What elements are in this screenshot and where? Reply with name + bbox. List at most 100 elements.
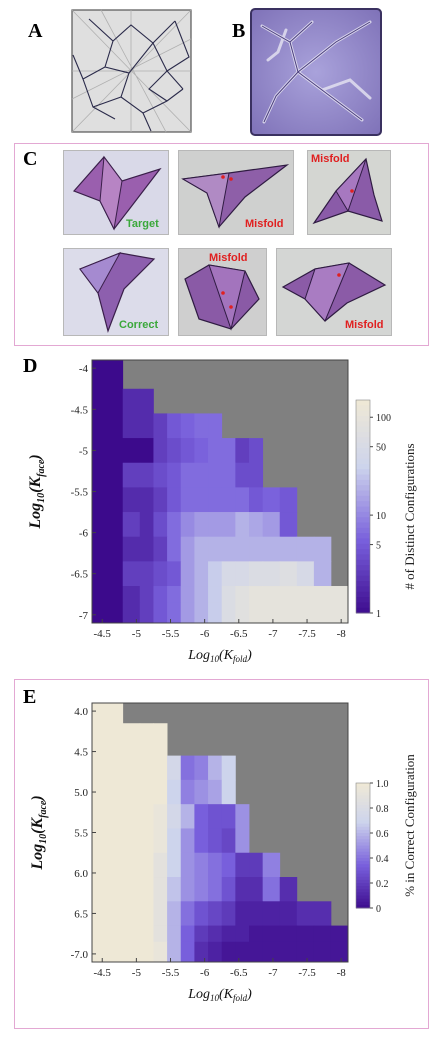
heatmap-cell — [235, 941, 250, 963]
heatmap-cell — [296, 925, 315, 943]
heatmap-cell — [122, 723, 141, 757]
heatmap-cell — [92, 703, 124, 724]
colorbar-segment — [356, 826, 370, 831]
colorbar-segment — [356, 543, 370, 550]
colorbar-tick-label: 1.0 — [376, 779, 389, 790]
heatmap-cell — [249, 602, 264, 624]
heatmap-cell — [92, 602, 124, 624]
heatmap-cell — [235, 536, 250, 562]
colorbar-segment — [356, 511, 370, 518]
heatmap-cell — [296, 901, 315, 926]
heatmap-cell — [235, 804, 250, 829]
heatmap-cell — [180, 512, 195, 538]
heatmap-cell — [122, 877, 141, 902]
colorbar-tick-label: 1 — [376, 609, 381, 620]
colorbar-segment — [356, 591, 370, 598]
heatmap-cell — [249, 941, 264, 963]
heatmap-distinct-configurations: -4.5 -5 -5.5 -6 -6.5 -7 -7.5 -8 -4 -4.5 -5 -5.5 -6 -6… — [27, 359, 417, 664]
panel-e-box — [14, 679, 429, 1029]
heatmap-cell — [139, 462, 154, 488]
heatmap-cell — [92, 779, 124, 805]
heatmap-cell — [235, 512, 250, 538]
colorbar-segment — [356, 554, 370, 561]
heatmap-cell — [139, 804, 154, 829]
heatmap-cell — [221, 852, 236, 878]
heatmap-cell — [208, 561, 223, 587]
heatmap-cell — [92, 852, 124, 878]
heatmap-cell — [153, 779, 168, 805]
heatmap-cell — [249, 877, 264, 902]
heatmap-cell — [139, 779, 154, 805]
heatmap-cell — [313, 586, 332, 603]
panel-label-a: A — [28, 20, 43, 42]
colorbar-segment — [356, 870, 370, 875]
heatmap-cell — [153, 901, 168, 926]
heatmap-cell — [221, 512, 236, 538]
heatmap-cell — [194, 602, 209, 624]
colorbar-segment — [356, 506, 370, 513]
heatmap-cell — [313, 536, 332, 562]
photo-caption: Correct — [119, 319, 159, 331]
colorbar-label: # of Distinct Configurations — [402, 443, 417, 589]
colorbar-segment — [356, 581, 370, 587]
colorbar-segment — [356, 602, 370, 609]
colorbar-segment — [356, 453, 370, 460]
x-tick-label: -7.5 — [298, 628, 316, 640]
colorbar-segment — [356, 889, 370, 893]
x-tick-label: -5 — [132, 967, 142, 979]
fold-photo-misfold-4: Misfold — [276, 248, 392, 336]
y-tick-label: 4.0 — [74, 706, 88, 718]
heatmap-cell — [153, 755, 168, 781]
heatmap-cell — [167, 487, 182, 513]
heatmap-cell — [221, 925, 236, 943]
heatmap-cell — [249, 852, 264, 878]
heatmap-cell — [208, 536, 223, 562]
heatmap-cell — [279, 487, 298, 513]
heatmap-cell — [194, 536, 209, 562]
colorbar-segment — [356, 549, 370, 555]
x-tick-label: -5.5 — [162, 628, 180, 640]
heatmap-cell — [262, 536, 281, 562]
colorbar-tick-label: 100 — [376, 413, 391, 424]
heatmap-cell — [153, 536, 168, 562]
heatmap-cell — [208, 755, 223, 781]
heatmap-cell — [221, 779, 236, 805]
x-tick-label: -4.5 — [94, 628, 112, 640]
y-tick-label: -7 — [79, 610, 89, 622]
heatmap-cell — [235, 901, 250, 926]
heatmap-cell — [92, 413, 124, 439]
heatmap-cell — [208, 413, 223, 439]
heatmap-cell — [122, 536, 141, 562]
colorbar-segment — [356, 447, 370, 454]
heatmap-cell — [139, 602, 154, 624]
colorbar-segment — [356, 490, 370, 497]
heatmap-cell — [194, 901, 209, 926]
heatmap-cell — [208, 462, 223, 488]
fold-photo-misfold-1: Misfold — [178, 150, 294, 235]
heatmap-cell — [235, 828, 250, 854]
colorbar-tick-label: 0.8 — [376, 804, 389, 815]
heatmap-cell — [249, 586, 264, 603]
photo-caption: Misfold — [245, 218, 284, 230]
heatmap-cell — [279, 901, 298, 926]
heatmap-cell — [208, 586, 223, 603]
heatmap-cell — [249, 512, 264, 538]
heatmap-cell — [122, 941, 141, 963]
colorbar-segment — [356, 786, 370, 790]
heatmap-cell — [180, 804, 195, 829]
heatmap-cell — [167, 512, 182, 538]
heatmap-cell — [249, 536, 264, 562]
heatmap-cell — [139, 877, 154, 902]
colorbar-segment — [356, 410, 370, 417]
heatmap-cell — [262, 487, 281, 513]
heatmap-cell — [167, 925, 182, 943]
heatmap-cell — [208, 901, 223, 926]
heatmap-cell — [194, 877, 209, 902]
heatmap-cell — [249, 438, 264, 464]
heatmap-cell — [180, 536, 195, 562]
heatmap-cell — [122, 852, 141, 878]
heatmap-cell — [296, 941, 315, 963]
heatmap-cell — [180, 438, 195, 464]
colorbar-tick-label: 10 — [376, 511, 386, 522]
heatmap-cell — [167, 877, 182, 902]
